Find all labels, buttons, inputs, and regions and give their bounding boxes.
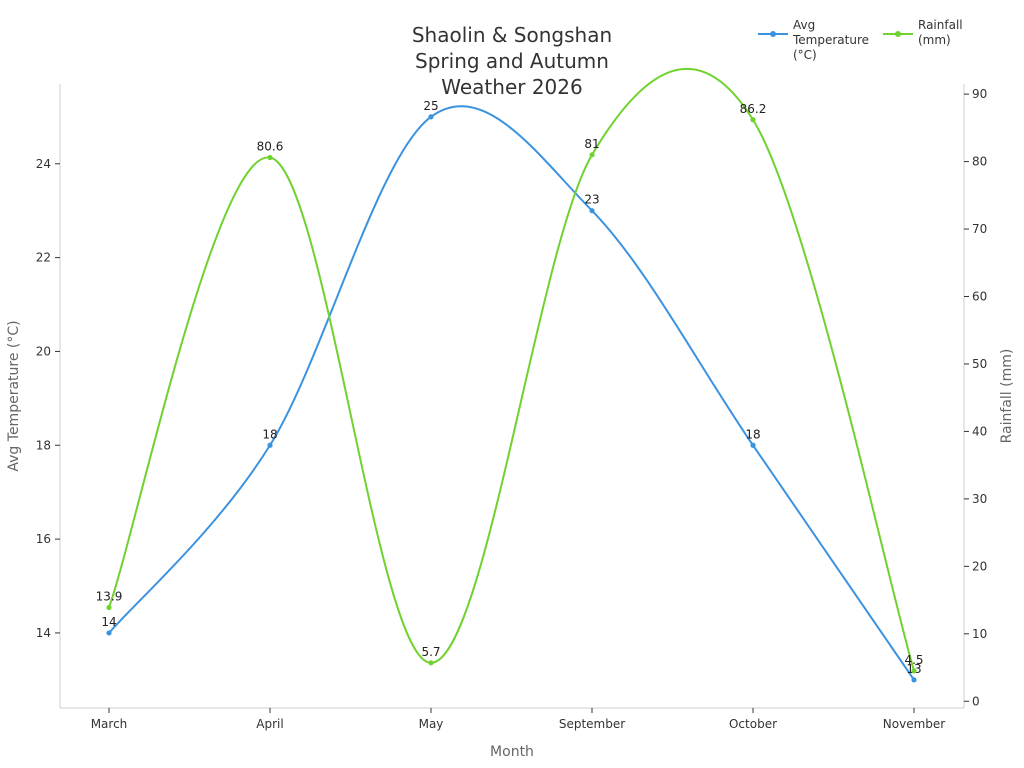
data-point-temperature[interactable] xyxy=(267,442,273,448)
right-axis-title: Rainfall (mm) xyxy=(999,349,1015,444)
legend-label-rainfall-line-1: Rainfall xyxy=(918,18,963,32)
legend-entry-rainfall[interactable]: Rainfall (mm) xyxy=(883,18,996,63)
legend-swatch-temperature xyxy=(758,27,788,41)
left-tick-label: 14 xyxy=(36,626,51,640)
data-label-rainfall: 4.5 xyxy=(904,653,923,667)
x-tick-label: March xyxy=(91,717,128,731)
x-tick-label: October xyxy=(729,717,777,731)
left-axis-ticks: 14 16 18 20 22 24 xyxy=(36,157,60,640)
data-label-rainfall: 81 xyxy=(584,137,599,151)
legend-swatch-rainfall xyxy=(883,27,913,41)
right-tick-label: 90 xyxy=(972,87,987,101)
right-tick-label: 70 xyxy=(972,222,987,236)
legend: Avg Temperature (°C) Rainfall (mm) xyxy=(758,18,996,63)
data-point-temperature[interactable] xyxy=(589,208,595,214)
legend-label-temperature-line-3: (°C) xyxy=(793,48,817,62)
right-tick-label: 0 xyxy=(972,694,980,708)
data-point-temperature[interactable] xyxy=(428,114,434,120)
x-axis-ticks: March April May September October November xyxy=(91,708,945,731)
data-point-temperature[interactable] xyxy=(911,677,917,683)
right-tick-label: 30 xyxy=(972,492,987,506)
data-label-temperature: 25 xyxy=(423,99,438,113)
series-line-temperature xyxy=(108,105,915,681)
data-label-temperature: 23 xyxy=(584,193,599,207)
legend-entry-temperature[interactable]: Avg Temperature (°C) xyxy=(758,18,871,63)
x-tick-label: November xyxy=(883,717,945,731)
legend-label-rainfall: Rainfall (mm) xyxy=(918,18,996,48)
data-point-rainfall[interactable] xyxy=(106,604,112,611)
data-label-temperature: 18 xyxy=(745,427,760,441)
x-tick-label: April xyxy=(256,717,283,731)
series-line-rainfall xyxy=(108,67,915,672)
chart-title-line-1: Shaolin & Songshan xyxy=(411,23,613,47)
legend-label-temperature-line-2: Temperature xyxy=(793,33,870,47)
chart-title: Shaolin & Songshan Spring and Autumn Wea… xyxy=(362,22,662,100)
data-point-temperature[interactable] xyxy=(750,442,756,448)
data-label-rainfall: 80.6 xyxy=(257,140,284,154)
left-tick-label: 20 xyxy=(36,344,51,358)
legend-label-temperature: Avg Temperature (°C) xyxy=(793,18,871,63)
left-tick-label: 22 xyxy=(36,251,51,265)
data-label-temperature: 18 xyxy=(262,427,277,441)
right-tick-label: 10 xyxy=(972,627,987,641)
left-tick-label: 18 xyxy=(36,438,51,452)
data-point-rainfall[interactable] xyxy=(750,117,756,123)
right-tick-label: 20 xyxy=(972,559,987,573)
legend-label-rainfall-line-2: (mm) xyxy=(918,33,951,47)
right-tick-label: 40 xyxy=(972,424,987,438)
right-tick-label: 60 xyxy=(972,289,987,303)
left-tick-label: 16 xyxy=(36,532,51,546)
data-point-rainfall[interactable] xyxy=(267,154,273,161)
left-axis-title: Avg Temperature (°C) xyxy=(6,320,22,471)
data-point-rainfall[interactable] xyxy=(589,152,595,158)
data-point-rainfall[interactable] xyxy=(911,668,917,674)
data-point-temperature[interactable] xyxy=(106,630,112,636)
right-tick-label: 80 xyxy=(972,155,987,169)
x-tick-label: May xyxy=(419,717,444,731)
data-label-rainfall: 5.7 xyxy=(421,645,440,659)
data-label-temperature: 14 xyxy=(101,615,116,629)
right-axis-ticks: 0 10 20 30 40 50 60 70 80 90 xyxy=(964,87,987,708)
x-axis-title: Month xyxy=(490,744,534,760)
data-point-rainfall[interactable] xyxy=(428,660,434,666)
left-tick-label: 24 xyxy=(36,157,51,171)
data-label-rainfall: 13.9 xyxy=(96,589,123,603)
data-label-rainfall: 86.2 xyxy=(740,102,767,116)
chart-title-line-2: Spring and Autumn xyxy=(415,49,609,73)
legend-label-temperature-line-1: Avg xyxy=(793,18,816,32)
chart-title-line-3: Weather 2026 xyxy=(441,75,583,99)
right-tick-label: 50 xyxy=(972,357,987,371)
x-tick-label: September xyxy=(559,717,625,731)
